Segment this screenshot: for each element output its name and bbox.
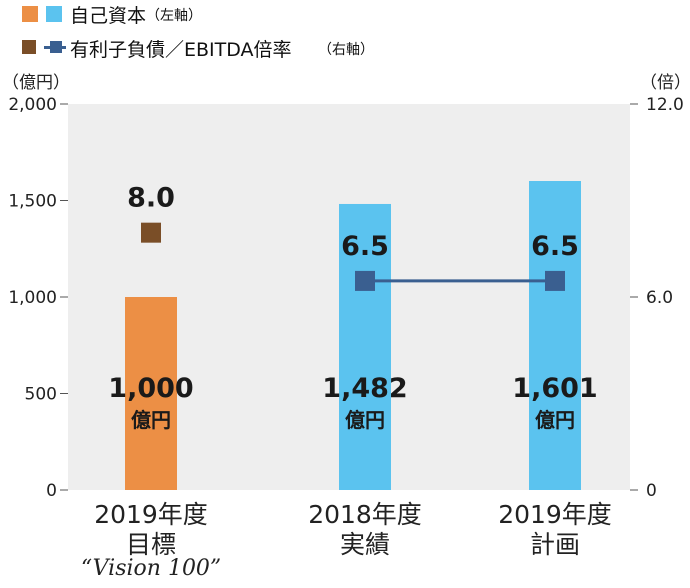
- legend-ratio-axis: （右軸）: [318, 42, 374, 58]
- left-tick-label: 1,500: [8, 192, 57, 212]
- equity-value-label-2: 1,601: [512, 373, 597, 404]
- right-tick-label: 0: [646, 481, 657, 501]
- ratio-marker-1: [355, 270, 375, 291]
- category-label-2: 2019年度 計画: [465, 500, 645, 560]
- legend-ratio-label: 有利子負債／EBITDA倍率: [70, 39, 292, 61]
- equity-unit-label-2: 億円: [535, 408, 575, 432]
- equity-unit-label-0: 億円: [131, 408, 171, 432]
- left-tick-label: 2,000: [8, 95, 57, 115]
- right-tick-label: 12.0: [646, 95, 684, 115]
- left-axis-unit: （億円）: [2, 73, 70, 93]
- legend-marker-ratio: [22, 40, 36, 54]
- left-tick-label: 500: [25, 385, 57, 405]
- left-tick-label: 1,000: [8, 288, 57, 308]
- legend-swatch-actual: [46, 6, 62, 22]
- category-label-1-line2: 実績: [339, 530, 390, 559]
- equity-value-label-1: 1,482: [322, 373, 407, 404]
- equity-bar-1: [339, 203, 391, 490]
- legend-swatch-target: [22, 6, 38, 22]
- category-label-2-line2: 計画: [529, 530, 580, 559]
- equity-value-label-0: 1,000: [108, 373, 193, 404]
- category-label-0: 2019年度 目標: [61, 500, 241, 560]
- category-label-0-line1: 2019年度: [94, 500, 208, 529]
- equity-bar-2: [529, 181, 581, 490]
- left-tick-label: 0: [46, 481, 57, 501]
- category-label-0-line2: 目標: [125, 530, 176, 559]
- ratio-value-label-0: 8.0: [127, 183, 175, 214]
- category-label-2-line1: 2019年度: [498, 500, 612, 529]
- legend-equity-axis: （左軸）: [146, 8, 202, 24]
- category-label-1: 2018年度 実績: [275, 500, 455, 560]
- equity-bar-0: [125, 297, 177, 490]
- right-tick-label: 6.0: [646, 288, 673, 308]
- category-label-1-line1: 2018年度: [308, 500, 422, 529]
- ratio-value-label-2: 6.5: [531, 231, 579, 262]
- legend-equity-label: 自己資本: [70, 5, 147, 27]
- ratio-value-label-1: 6.5: [341, 231, 389, 262]
- right-axis-unit: （倍）: [640, 73, 690, 93]
- category-label-0-line3: “Vision 100”: [80, 556, 222, 581]
- ratio-marker-2: [545, 270, 565, 291]
- equity-unit-label-1: 億円: [345, 408, 385, 432]
- legend-square-ratio: [50, 41, 62, 53]
- ratio-marker-0: [141, 222, 161, 243]
